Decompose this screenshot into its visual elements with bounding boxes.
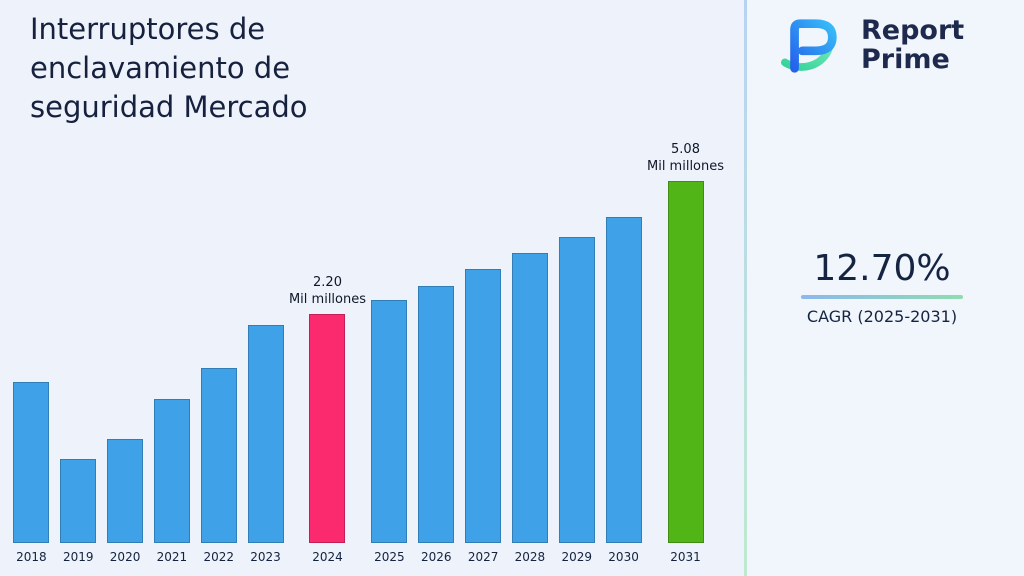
cagr-label: CAGR (2025-2031): [806, 307, 958, 326]
bar-value: 5.08: [671, 142, 700, 158]
vertical-divider: [744, 0, 747, 576]
bar-column-2026: 2026: [413, 286, 460, 564]
cagr-block: 12.70% CAGR (2025-2031): [799, 248, 965, 326]
bar-column-2018: 2018: [8, 382, 55, 564]
x-axis-label-2030: 2030: [608, 550, 639, 564]
bar-column-2022: 2022: [195, 368, 242, 564]
brand-name-line1: Report: [861, 14, 965, 46]
bar-2019: [60, 459, 97, 543]
bar-column-2031: 5.08 Mil millones 2031: [647, 142, 724, 564]
bar-column-2029: 2029: [553, 237, 600, 564]
bar-column-2028: 2028: [507, 253, 554, 564]
bar-2025: [371, 300, 408, 543]
bar-column-2027: 2027: [460, 269, 507, 564]
x-axis-label-2023: 2023: [250, 550, 281, 564]
bar-column-2021: 2021: [148, 399, 195, 564]
bar-column-2024: 2.20 Mil millones 2024: [289, 275, 366, 564]
x-axis-label-2022: 2022: [203, 550, 234, 564]
x-axis-label-2020: 2020: [109, 550, 141, 564]
brand-name: Report Prime: [861, 16, 964, 74]
bar-2024: [309, 314, 346, 543]
bar-2031: [667, 181, 704, 543]
bar-unit: Mil millones: [646, 159, 725, 175]
x-axis-label-2028: 2028: [514, 550, 546, 564]
report-prime-logo-icon: [781, 19, 837, 73]
right-panel: Report Prime 12.70% CAGR (2025-2031): [747, 0, 1024, 576]
cagr-underline: [801, 295, 963, 299]
bar-2028: [511, 253, 548, 543]
bar-2021: [153, 399, 190, 543]
x-axis-label-2026: 2026: [420, 550, 452, 564]
bar-2027: [465, 269, 502, 543]
x-axis-label-2021: 2021: [156, 550, 188, 564]
bar-2029: [558, 237, 595, 543]
bar-column-2025: 2025: [366, 300, 413, 564]
brand-name-line2: Prime: [861, 44, 950, 75]
x-axis-label-2029: 2029: [561, 550, 593, 564]
bar-2023: [247, 325, 284, 543]
brand-logo: Report Prime: [773, 14, 964, 76]
cagr-value: 12.70%: [813, 248, 951, 289]
bar-2030: [605, 217, 642, 543]
bar-2018: [13, 382, 50, 543]
x-axis-label-2019: 2019: [62, 550, 94, 564]
x-axis-label-2031: 2031: [670, 550, 701, 564]
x-axis-label-2024: 2024: [312, 550, 343, 564]
bar-unit: Mil millones: [288, 292, 367, 308]
bar-column-2023: 2023: [242, 325, 289, 564]
bar-2022: [200, 368, 237, 543]
bar-value-label-2024: 2.20 Mil millones: [289, 275, 366, 309]
page-title: Interruptores de enclavamiento de seguri…: [30, 12, 308, 125]
x-axis-label-2025: 2025: [374, 550, 405, 564]
bar-value: 2.20: [313, 275, 342, 291]
bar-2026: [418, 286, 455, 543]
bar-chart: 2018 2019 2020 2021 2022 2023 2.20 Mil millones…: [8, 94, 724, 564]
x-axis-label-2018: 2018: [16, 550, 47, 564]
bar-column-2019: 2019: [55, 459, 102, 564]
bar-value-label-2031: 5.08 Mil millones: [647, 142, 724, 176]
bar-column-2020: 2020: [102, 439, 149, 564]
bar-2020: [107, 439, 144, 543]
x-axis-label-2027: 2027: [467, 550, 499, 564]
bar-column-2030: 2030: [600, 217, 647, 564]
